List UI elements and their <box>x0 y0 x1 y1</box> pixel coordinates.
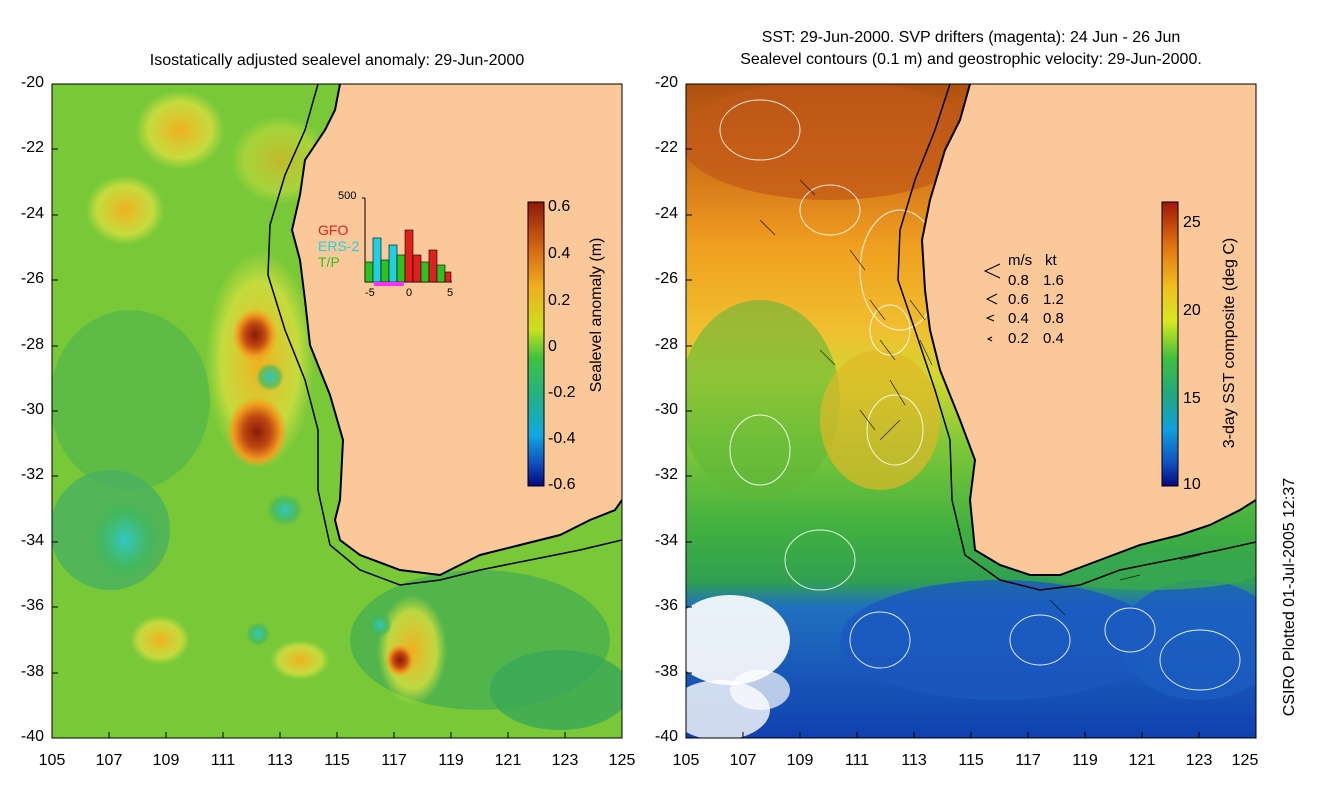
x-tick-label: 119 <box>1072 752 1098 769</box>
y-tick-label: -24 <box>20 205 44 222</box>
inset-ymax-label: 500 <box>338 190 357 202</box>
inset-histogram <box>362 197 452 286</box>
colorbar-tick-label: -0.4 <box>548 430 576 447</box>
legend-ers2: ERS-2 <box>318 238 360 254</box>
x-tick-label: 107 <box>729 752 757 769</box>
sst-colorbar-label: 3-day SST composite (deg C) <box>1221 237 1238 449</box>
vector-legend-ms: 0.4 <box>1008 310 1029 327</box>
sst-colorbar <box>1161 201 1179 487</box>
left-panel-title: Isostatically adjusted sealevel anomaly:… <box>149 52 525 69</box>
vector-legend-arrows <box>983 263 1001 342</box>
x-tick-label: 121 <box>1128 752 1156 769</box>
australia-land-right <box>922 84 1256 575</box>
y-tick-label: -36 <box>654 597 678 614</box>
x-tick-label: 111 <box>844 752 870 769</box>
x-tick-label: 121 <box>494 752 522 769</box>
colorbar-tick-label: 0 <box>548 338 557 355</box>
colorbar-tick-label: 15 <box>1183 390 1201 407</box>
x-tick-label: 125 <box>608 752 636 769</box>
x-tick-label: 125 <box>1231 752 1259 769</box>
vector-legend-ms: 0.2 <box>1008 330 1029 347</box>
x-tick-label: 105 <box>672 752 700 769</box>
y-tick-label: -30 <box>654 401 678 418</box>
x-tick-label: 115 <box>958 752 984 769</box>
colorbar-tick-label: 0.6 <box>548 198 571 215</box>
colorbar-tick-label: 10 <box>1183 476 1201 493</box>
y-tick-label: -30 <box>20 401 44 418</box>
legend-tp: T/P <box>318 254 340 270</box>
y-tick-label: -40 <box>20 728 44 745</box>
colorbar-tick-label: 25 <box>1183 214 1201 231</box>
y-tick-label: -40 <box>654 728 678 745</box>
sst-field <box>686 84 1256 738</box>
x-tick-label: 123 <box>551 752 579 769</box>
legend-gfo: GFO <box>318 222 349 238</box>
vector-legend-kt-header: kt <box>1045 252 1057 269</box>
y-tick-label: -32 <box>20 466 44 483</box>
y-tick-label: -22 <box>654 139 678 156</box>
x-tick-label: 113 <box>267 752 293 769</box>
y-tick-label: -26 <box>20 270 44 287</box>
x-tick-label: 123 <box>1185 752 1213 769</box>
vector-legend-ms-header: m/s <box>1008 252 1033 269</box>
colorbar-tick-label: -0.6 <box>548 476 576 493</box>
colorbar-tick-label: -0.2 <box>548 384 576 401</box>
y-tick-label: -38 <box>654 663 678 680</box>
vector-legend-kt: 1.2 <box>1043 291 1064 308</box>
inset-x-tick: 5 <box>447 287 454 299</box>
x-tick-label: 117 <box>1015 752 1041 769</box>
vector-legend-ms: 0.6 <box>1008 291 1029 308</box>
y-tick-label: -34 <box>654 532 678 549</box>
colorbar-tick-label: 0.4 <box>548 245 571 262</box>
x-tick-label: 119 <box>438 752 464 769</box>
right-panel-title-line1: SST: 29-Jun-2000. SVP drifters (magenta)… <box>761 29 1181 46</box>
x-tick-label: 109 <box>152 752 180 769</box>
right-panel-title-line2: Sealevel contours (0.1 m) and geostrophi… <box>740 51 1202 68</box>
vector-legend-kt: 0.8 <box>1043 310 1064 327</box>
x-tick-label: 109 <box>786 752 814 769</box>
y-tick-label: -28 <box>654 336 678 353</box>
australia-land-left <box>292 84 622 575</box>
x-tick-label: 107 <box>95 752 123 769</box>
colorbar-tick-label: 20 <box>1183 302 1201 319</box>
y-tick-label: -28 <box>20 336 44 353</box>
y-tick-label: -36 <box>20 597 44 614</box>
x-tick-label: 113 <box>901 752 927 769</box>
plot-credit: CSIRO Plotted 01-Jul-2005 12:37 <box>1281 477 1298 717</box>
y-tick-label: -20 <box>654 74 678 91</box>
inset-x-tick: 0 <box>406 287 413 299</box>
x-tick-label: 117 <box>381 752 407 769</box>
vector-legend-kt: 0.4 <box>1043 330 1064 347</box>
y-tick-label: -26 <box>654 270 678 287</box>
y-tick-label: -20 <box>20 74 44 91</box>
x-tick-label: 105 <box>38 752 66 769</box>
sealevel-colorbar <box>527 201 545 487</box>
y-tick-label: -34 <box>20 532 44 549</box>
y-tick-label: -24 <box>654 205 678 222</box>
y-tick-label: -38 <box>20 663 44 680</box>
x-tick-label: 111 <box>210 752 236 769</box>
colorbar-tick-label: 0.2 <box>548 292 571 309</box>
x-tick-label: 115 <box>324 752 350 769</box>
inset-x-tick: -5 <box>365 287 375 299</box>
y-tick-label: -22 <box>20 139 44 156</box>
vector-legend-kt: 1.6 <box>1043 272 1064 289</box>
y-tick-label: -32 <box>654 466 678 483</box>
vector-legend-ms: 0.8 <box>1008 272 1029 289</box>
sealevel-colorbar-label: Sealevel anomaly (m) <box>588 237 605 393</box>
